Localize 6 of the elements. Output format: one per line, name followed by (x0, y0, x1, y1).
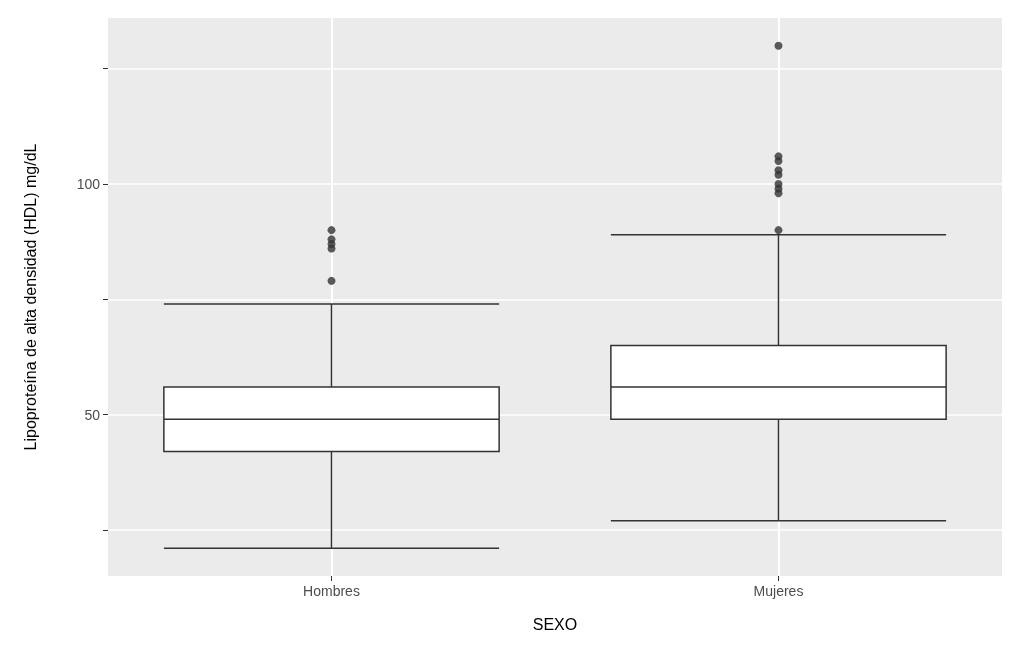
x-tick-label: Hombres (303, 583, 360, 599)
y-axis-title: Lipoproteína de alta densidad (HDL) mg/dL (21, 143, 39, 451)
y-tick-label: 50 (84, 406, 101, 423)
x-axis-title: SEXO (532, 615, 578, 633)
y-tick-label: 100 (76, 176, 101, 193)
x-tick-label: Mujeres (753, 583, 804, 599)
